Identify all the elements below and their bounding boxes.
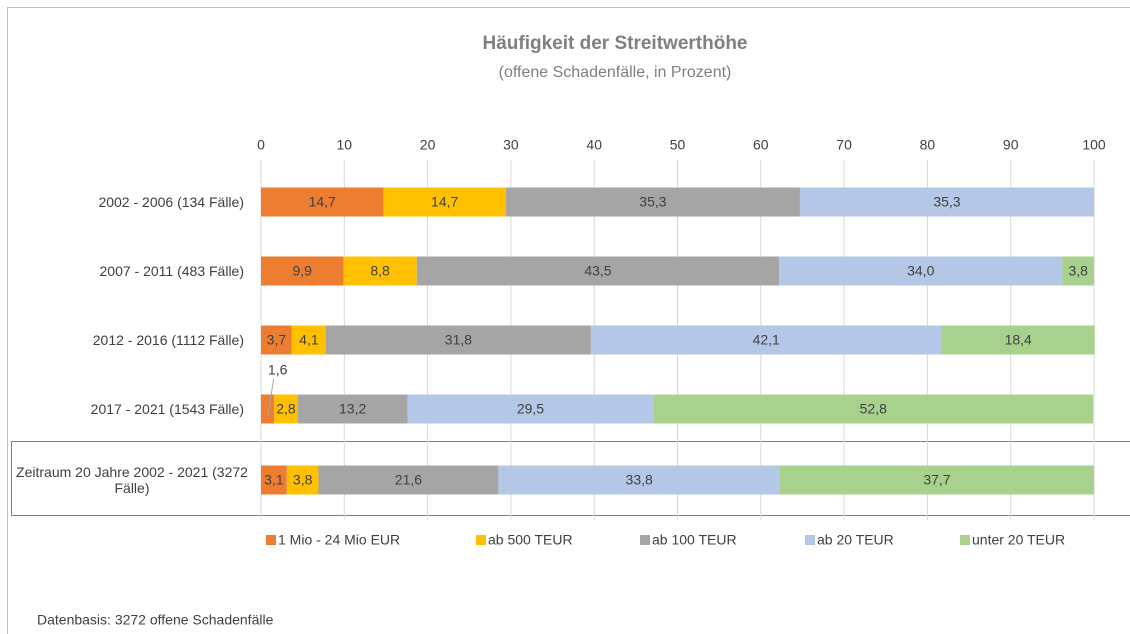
x-tick-label: 10 [337, 137, 353, 153]
bar-segment [653, 394, 1094, 424]
x-tick-label: 90 [1003, 137, 1019, 153]
data-label: 37,7 [923, 472, 950, 488]
bar-segment [318, 465, 499, 495]
x-tick-label: 50 [670, 137, 686, 153]
data-label: 33,8 [626, 472, 653, 488]
legend-swatch [805, 535, 815, 545]
legend-label: ab 100 TEUR [652, 532, 737, 548]
bar-segment [297, 394, 408, 424]
bar-segment [779, 465, 1094, 495]
data-label: 21,6 [395, 472, 422, 488]
bar-segment [261, 325, 292, 355]
x-tick-label: 70 [836, 137, 852, 153]
legend-swatch [476, 535, 486, 545]
legend-label: unter 20 TEUR [972, 532, 1065, 548]
data-label: 35,3 [639, 194, 666, 210]
category-label: Zeitraum 20 Jahre 2002 - 2021 (3272 Fäll… [16, 464, 248, 496]
data-label: 3,7 [267, 332, 287, 348]
x-tick-label: 80 [920, 137, 936, 153]
data-label: 3,8 [1068, 263, 1088, 279]
legend-label: ab 500 TEUR [488, 532, 573, 548]
data-label: 31,8 [445, 332, 472, 348]
data-label: 43,5 [584, 263, 611, 279]
data-label: 3,8 [293, 472, 313, 488]
bar-segment [261, 394, 275, 424]
data-label: 42,1 [753, 332, 780, 348]
x-tick-label: 0 [257, 137, 265, 153]
data-label: 52,8 [860, 401, 887, 417]
data-label: 3,1 [264, 472, 284, 488]
x-tick-label: 60 [753, 137, 769, 153]
bar-segment [343, 256, 417, 286]
data-label: 2,8 [276, 401, 296, 417]
bar-segment [799, 187, 1094, 217]
legend-label: 1 Mio - 24 Mio EUR [278, 532, 400, 548]
bar-segment [407, 394, 654, 424]
category-label: 2012 - 2016 (1112 Fälle) [92, 332, 244, 348]
x-tick-label: 30 [503, 137, 519, 153]
x-tick-label: 40 [586, 137, 602, 153]
data-label: 8,8 [370, 263, 390, 279]
legend-swatch [960, 535, 970, 545]
x-tick-label: 20 [420, 137, 436, 153]
legend-swatch [640, 535, 650, 545]
data-label: 9,9 [292, 263, 312, 279]
bar-segment [498, 465, 780, 495]
bar-segment [325, 325, 591, 355]
bar-segment [274, 394, 298, 424]
bar-segment [941, 325, 1095, 355]
bar-segment [261, 256, 344, 286]
bar-segment [383, 187, 506, 217]
category-label: 2007 - 2011 (483 Fälle) [99, 263, 245, 279]
data-label: 4,1 [299, 332, 319, 348]
data-label: 14,7 [309, 194, 336, 210]
bar-segment [416, 256, 780, 286]
legend-label: ab 20 TEUR [817, 532, 894, 548]
bar-segment [261, 465, 287, 495]
chart-subtitle: (offene Schadenfälle, in Prozent) [499, 64, 732, 81]
data-label: 14,7 [431, 194, 458, 210]
legend-swatch [266, 535, 276, 545]
x-tick-label: 100 [1082, 137, 1106, 153]
bar-segment [286, 465, 319, 495]
chart-border [7, 7, 1130, 634]
bar-segment [1062, 256, 1094, 286]
data-label: 18,4 [1005, 332, 1032, 348]
leader-line [267, 378, 275, 418]
data-label: 35,3 [933, 194, 960, 210]
category-label: 2017 - 2021 (1543 Fälle) [90, 401, 244, 417]
category-label: 2002 - 2006 (134 Fälle) [98, 194, 244, 210]
chart-title: Häufigkeit der Streitwerthöhe [483, 33, 748, 54]
bar-segment [779, 256, 1063, 286]
bar-segment [590, 325, 942, 355]
data-label: 29,5 [517, 401, 544, 417]
footnote: Datenbasis: 3272 offene Schadenfälle [37, 612, 274, 628]
data-label: 13,2 [339, 401, 366, 417]
bar-segment [261, 187, 384, 217]
data-label: 1,6 [268, 362, 288, 378]
bar-segment [505, 187, 800, 217]
data-label: 34,0 [907, 263, 934, 279]
highlight-box [11, 441, 1130, 516]
bar-segment [291, 325, 326, 355]
